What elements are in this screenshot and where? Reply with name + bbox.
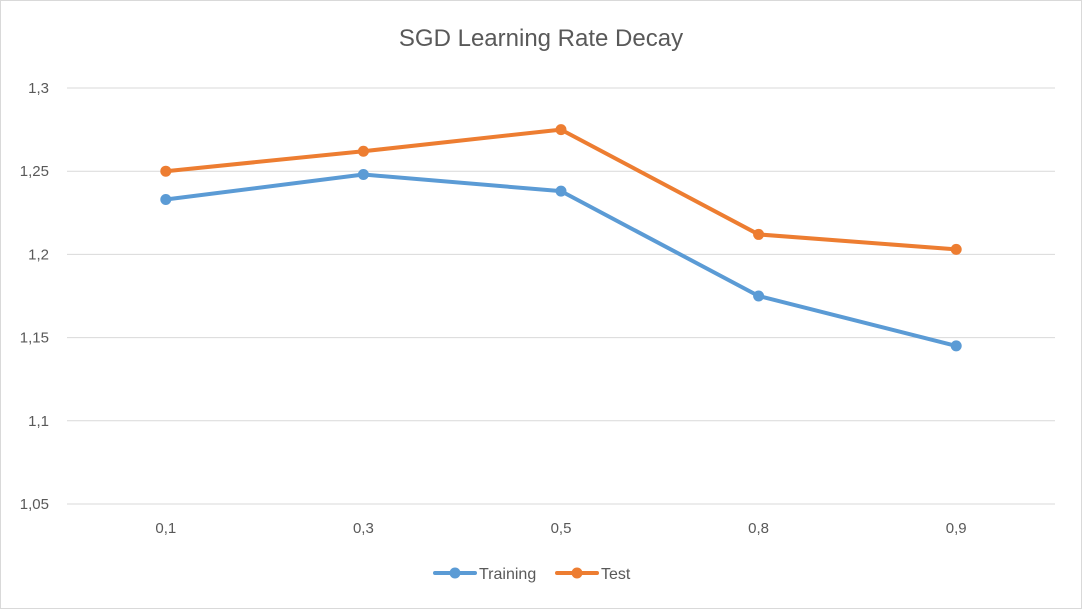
data-point-training [160, 193, 172, 205]
data-point-test [357, 145, 369, 157]
legend-marker-training [449, 567, 461, 579]
y-tick-label: 1,05 [20, 496, 49, 513]
legend-marker-test [571, 567, 583, 579]
x-tick-label: 0,5 [551, 520, 572, 537]
y-tick-label: 1,3 [28, 80, 49, 97]
x-tick-label: 0,8 [748, 520, 769, 537]
data-point-training [555, 185, 567, 197]
data-point-test [950, 243, 962, 255]
x-tick-label: 0,3 [353, 520, 374, 537]
data-point-test [555, 124, 567, 136]
legend-label-test: Test [601, 566, 631, 583]
data-point-training [753, 290, 765, 302]
legend-label-training: Training [479, 566, 536, 583]
y-tick-label: 1,15 [20, 330, 49, 347]
y-tick-label: 1,25 [20, 163, 49, 180]
data-point-training [357, 169, 369, 181]
y-tick-label: 1,2 [28, 246, 49, 263]
data-point-training [950, 340, 962, 352]
data-point-test [160, 165, 172, 177]
data-point-test [753, 228, 765, 240]
chart-title: SGD Learning Rate Decay [398, 25, 684, 52]
series-line-training [163, 172, 959, 348]
x-tick-label: 0,1 [155, 520, 176, 537]
x-tick-label: 0,9 [946, 520, 967, 537]
y-tick-label: 1,1 [28, 413, 49, 430]
